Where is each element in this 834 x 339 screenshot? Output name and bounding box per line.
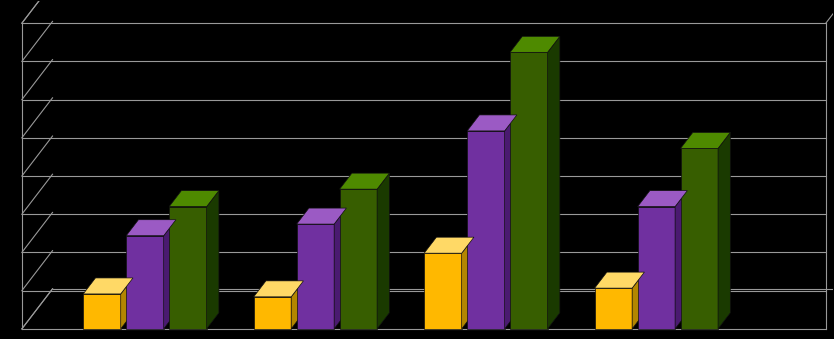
Polygon shape — [169, 206, 207, 329]
Polygon shape — [632, 272, 645, 329]
Polygon shape — [83, 278, 133, 294]
Polygon shape — [637, 206, 675, 329]
Polygon shape — [510, 36, 560, 52]
Polygon shape — [637, 191, 687, 206]
Polygon shape — [163, 220, 176, 329]
Polygon shape — [467, 115, 517, 131]
Polygon shape — [425, 253, 462, 329]
Polygon shape — [505, 115, 517, 329]
Polygon shape — [83, 294, 121, 329]
Polygon shape — [425, 237, 474, 253]
Polygon shape — [718, 133, 731, 329]
Polygon shape — [121, 278, 133, 329]
Polygon shape — [126, 220, 176, 236]
Polygon shape — [254, 297, 291, 329]
Polygon shape — [339, 173, 389, 189]
Polygon shape — [291, 281, 304, 329]
Polygon shape — [297, 224, 334, 329]
Polygon shape — [681, 148, 718, 329]
Polygon shape — [510, 52, 548, 329]
Polygon shape — [207, 191, 219, 329]
Polygon shape — [467, 131, 505, 329]
Polygon shape — [377, 173, 389, 329]
Polygon shape — [462, 237, 474, 329]
Polygon shape — [548, 36, 560, 329]
Polygon shape — [126, 236, 163, 329]
Polygon shape — [681, 133, 731, 148]
Polygon shape — [339, 189, 377, 329]
Polygon shape — [595, 272, 645, 288]
Polygon shape — [169, 191, 219, 206]
Polygon shape — [595, 288, 632, 329]
Polygon shape — [297, 208, 346, 224]
Polygon shape — [675, 191, 687, 329]
Polygon shape — [334, 208, 346, 329]
Polygon shape — [254, 281, 304, 297]
